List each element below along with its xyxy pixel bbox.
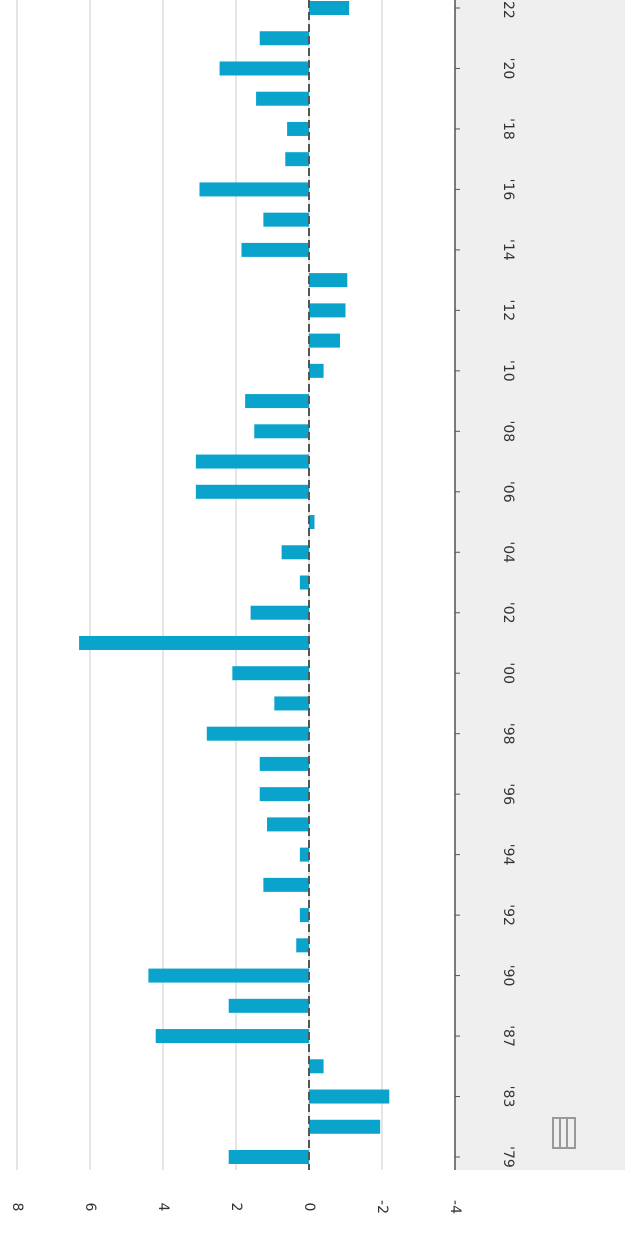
bar: [256, 91, 309, 106]
bar: [254, 424, 309, 439]
bar: [281, 545, 309, 560]
bar: [250, 605, 309, 620]
x-tick-label: '87: [500, 1025, 516, 1047]
bar: [309, 515, 315, 530]
y-tick-label: -4: [447, 1200, 463, 1214]
x-tick-label: '04: [500, 541, 516, 563]
bar: [219, 61, 309, 76]
bar: [309, 1059, 324, 1074]
bar: [232, 666, 309, 681]
bar: [259, 756, 309, 771]
x-tick-label: '94: [500, 844, 516, 866]
y-tick-label: -2: [374, 1200, 390, 1214]
bar: [199, 182, 309, 197]
bar: [309, 303, 346, 318]
x-tick-label: '96: [500, 783, 516, 805]
bar: [259, 787, 309, 802]
x-tick-label: '22: [500, 0, 516, 19]
x-tick-label: '12: [500, 300, 516, 322]
bar: [259, 31, 309, 46]
bar: [309, 1089, 390, 1104]
bar: [299, 575, 309, 590]
x-tick-label: '08: [500, 420, 516, 442]
bar: [148, 968, 309, 983]
x-tick-label: '92: [500, 904, 516, 926]
bar: [296, 938, 309, 953]
bar: [309, 363, 324, 378]
x-tick-label: '02: [500, 602, 516, 624]
x-tick-label: '06: [500, 481, 516, 503]
x-tick-label: '98: [500, 723, 516, 745]
bar: [309, 273, 348, 288]
y-tick-label: 8: [9, 1203, 25, 1212]
y-tick-label: 4: [155, 1203, 171, 1212]
bar: [309, 1, 350, 15]
bar: [287, 121, 309, 136]
bar: [206, 726, 309, 741]
y-tick-label: 6: [82, 1203, 98, 1212]
bar: [228, 998, 309, 1013]
bar: [228, 1150, 309, 1164]
bar: [155, 1029, 309, 1044]
x-tick-label: '20: [500, 58, 516, 80]
x-tick-label: '00: [500, 662, 516, 684]
x-tick-label: '79: [500, 1146, 516, 1168]
bar: [79, 635, 309, 650]
x-tick-label: '18: [500, 118, 516, 140]
bar: [285, 152, 309, 167]
x-tick-label: '16: [500, 179, 516, 201]
bar: [245, 394, 309, 409]
x-tick-label: '83: [500, 1086, 516, 1108]
y-tick-label: 0: [301, 1203, 317, 1212]
y-tick-label: 2: [228, 1203, 244, 1212]
x-tick-label: '14: [500, 239, 516, 261]
bar: [309, 333, 341, 348]
bar: [263, 212, 309, 227]
logo: [552, 1117, 576, 1149]
bar: [195, 484, 309, 499]
bar: [267, 817, 309, 832]
bar: [299, 847, 309, 862]
bar: [309, 1119, 381, 1134]
bar: [263, 877, 309, 892]
x-tick-label: '90: [500, 965, 516, 987]
bar: [274, 696, 309, 711]
bar: [241, 242, 309, 257]
axis-band: [455, 0, 625, 1170]
bar: [195, 454, 309, 469]
x-tick-label: '10: [500, 360, 516, 382]
bar: [299, 908, 309, 923]
